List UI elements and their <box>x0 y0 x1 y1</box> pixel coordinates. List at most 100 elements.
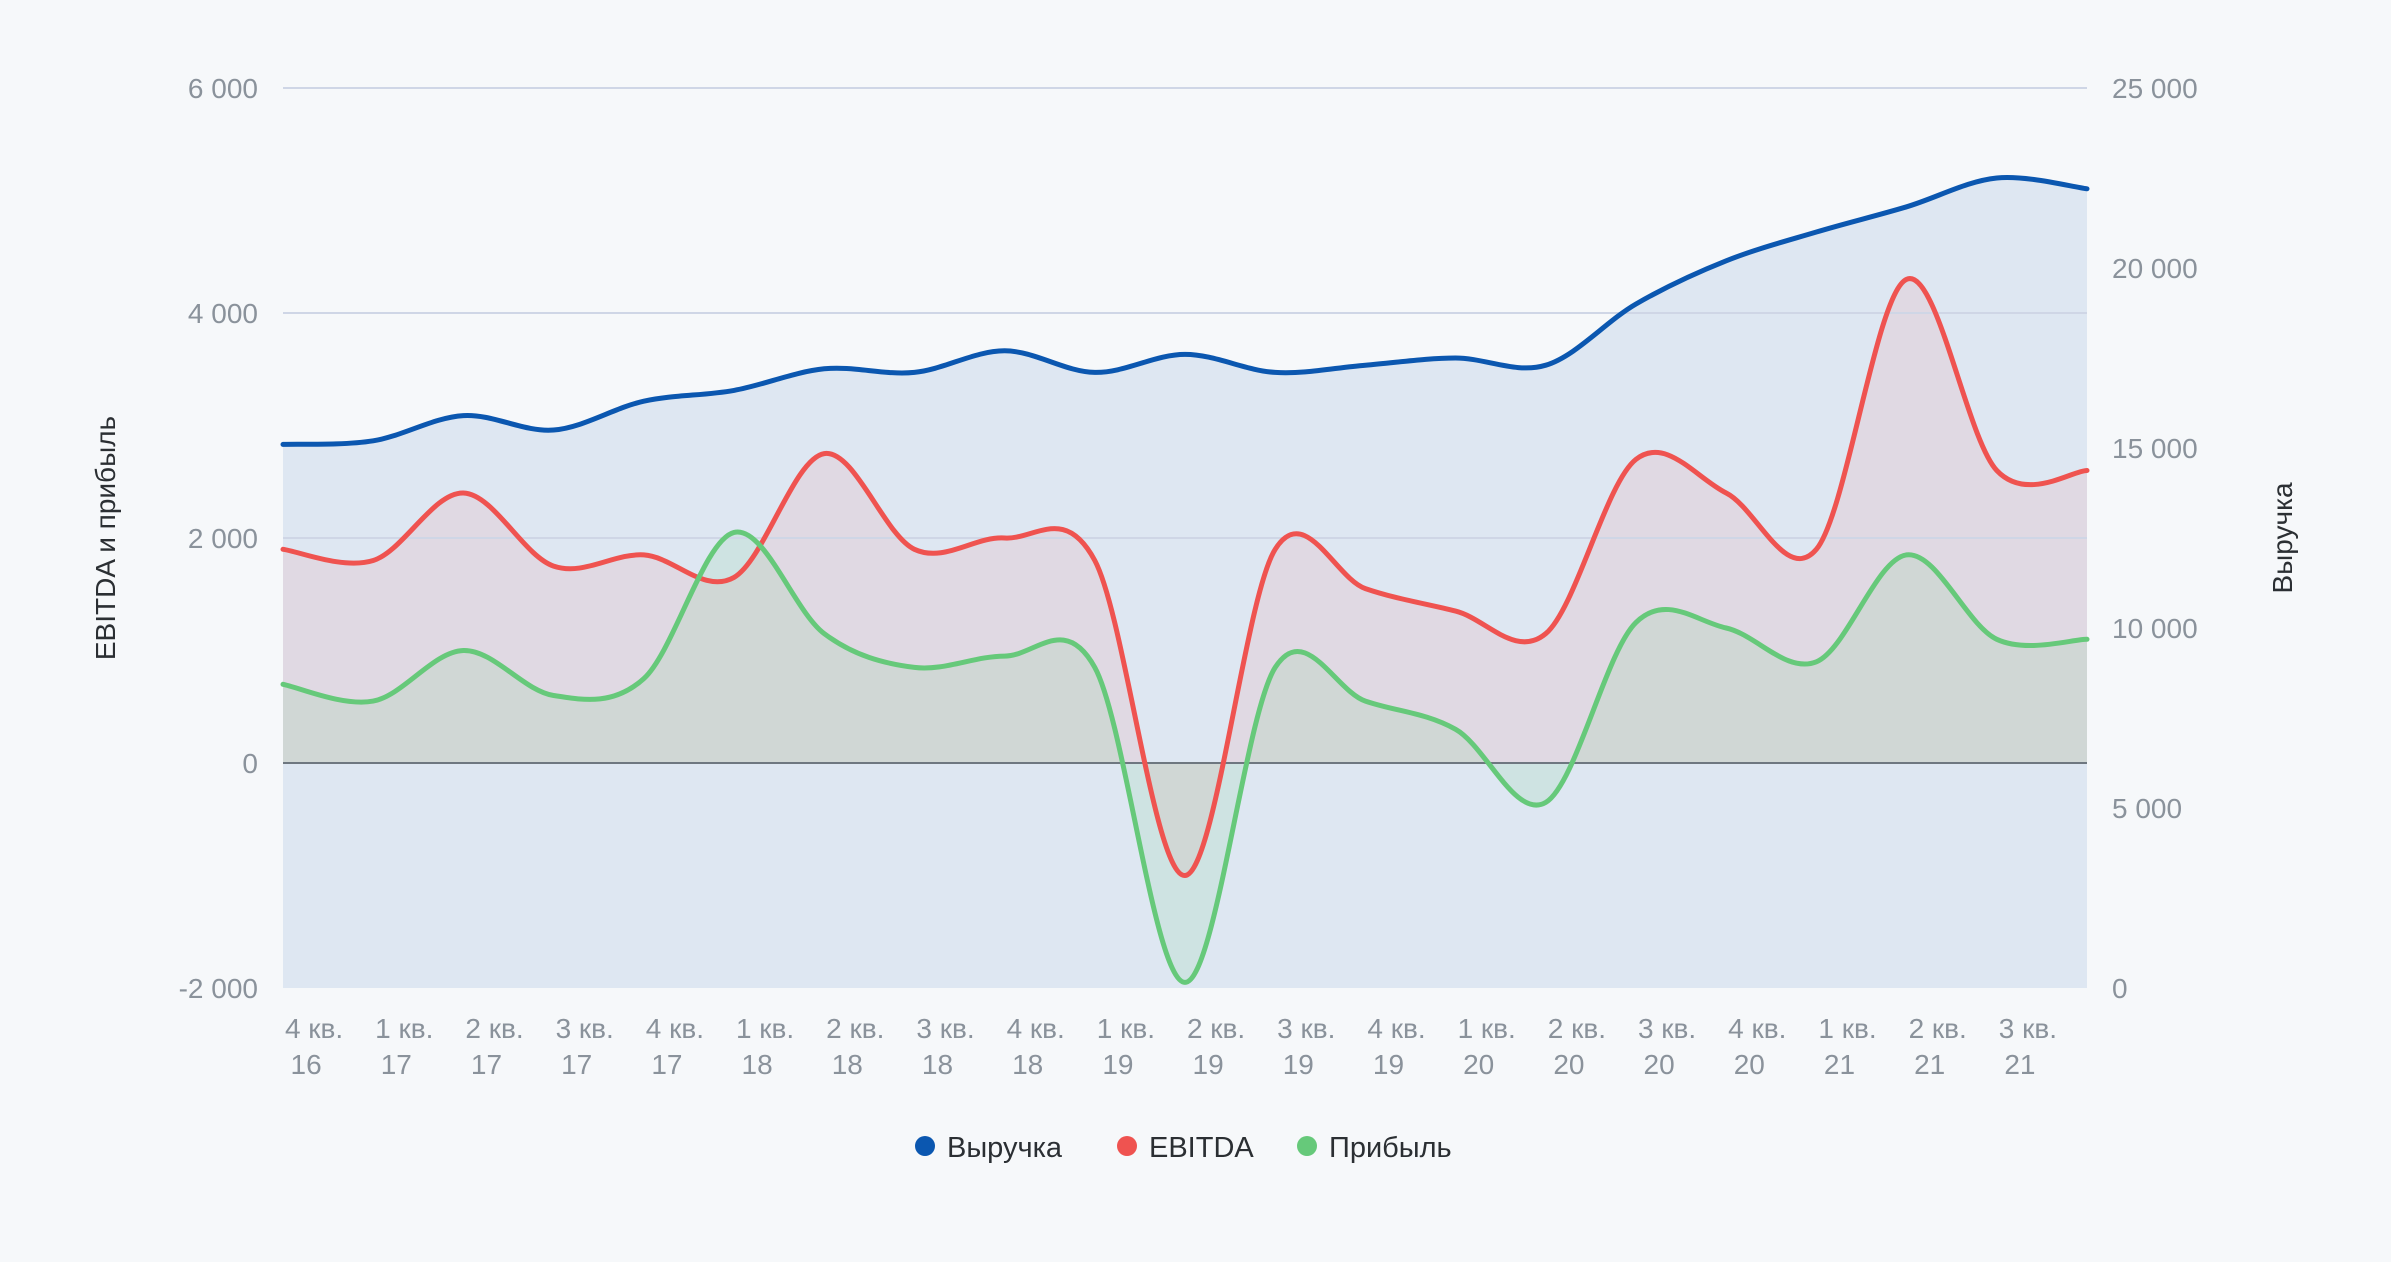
x-tick-label: 1 кв. 21 <box>1818 1013 1876 1080</box>
series-1-point <box>911 546 917 552</box>
x-tick-label: 2 кв. 19 <box>1187 1013 1245 1080</box>
series-1-point <box>2084 468 2090 474</box>
x-tick-label: 3 кв. 17 <box>556 1013 614 1080</box>
right-axis-ticks: 25 000 20 000 15 000 10 000 5 000 0 <box>2112 73 2198 1004</box>
series-2-point <box>2084 636 2090 642</box>
series-2-point <box>1453 726 1459 732</box>
series-2-point <box>1543 799 1549 805</box>
left-axis-title: EBITDA и прибыль <box>90 416 121 660</box>
series-1-point <box>551 563 557 569</box>
x-axis-ticks: 4 кв. 16 1 кв. 17 2 кв. 17 3 кв. 17 4 кв. 17 1 кв.… <box>285 1013 2057 1080</box>
series-1-point <box>1002 535 1008 541</box>
legend-label-0: Выручка <box>947 1132 1063 1164</box>
series-0-point <box>1813 229 1819 235</box>
x-tick-label: 4 кв. 18 <box>1007 1013 1065 1080</box>
right-tick-label: 5 000 <box>2112 793 2182 824</box>
series-2-point <box>1002 653 1008 659</box>
series-2-point <box>641 676 647 682</box>
series-1-point <box>280 546 286 552</box>
series-1-point <box>821 451 827 457</box>
left-tick-label: 6 000 <box>188 73 258 104</box>
x-tick-label: 2 кв. 18 <box>826 1013 884 1080</box>
series-2-point <box>460 648 466 654</box>
series-2-point <box>1633 619 1639 625</box>
series-0-line <box>280 175 2090 447</box>
series-2-point <box>1994 636 2000 642</box>
series-0-point <box>1633 301 1639 307</box>
right-axis-title: Выручка <box>2267 482 2298 594</box>
series-0-point <box>280 441 286 447</box>
series-0-point <box>1543 362 1549 368</box>
left-tick-label: 0 <box>242 748 258 779</box>
series-1-point <box>1994 468 2000 474</box>
x-tick-label: 2 кв. 17 <box>465 1013 523 1080</box>
legend-marker-0 <box>915 1136 935 1156</box>
series-0-point <box>551 427 557 433</box>
series-0-point <box>1182 351 1188 357</box>
x-tick-label: 3 кв. 21 <box>1999 1013 2057 1080</box>
series-1-point <box>731 574 737 580</box>
series-1-point <box>641 552 647 558</box>
x-tick-label: 4 кв. 17 <box>646 1013 704 1080</box>
right-tick-label: 10 000 <box>2112 613 2198 644</box>
left-tick-label: 2 000 <box>188 523 258 554</box>
series-0-point <box>1904 204 1910 210</box>
series-2-point <box>731 529 737 535</box>
series-2-point <box>1723 625 1729 631</box>
x-tick-label: 4 кв. 20 <box>1728 1013 1786 1080</box>
series-1-point <box>1092 558 1098 564</box>
legend-label-2: Прибыль <box>1329 1132 1452 1164</box>
series-0-point <box>1362 362 1368 368</box>
series-1-area <box>283 278 2087 876</box>
right-tick-label: 20 000 <box>2112 253 2198 284</box>
series-1-point <box>1813 546 1819 552</box>
series-2-point <box>551 693 557 699</box>
series-0-point <box>2084 186 2090 192</box>
legend-marker-1 <box>1117 1136 1137 1156</box>
series-0-point <box>370 438 376 444</box>
x-tick-label: 1 кв. 19 <box>1097 1013 1155 1080</box>
series-2-point <box>280 681 286 687</box>
x-tick-label: 2 кв. 20 <box>1548 1013 1606 1080</box>
x-tick-label: 4 кв. 16 <box>285 1013 343 1080</box>
series-1-point <box>460 490 466 496</box>
series-0-point <box>1002 348 1008 354</box>
series-1-point <box>1362 586 1368 592</box>
series-0-point <box>1994 175 2000 181</box>
series-1-point <box>1272 546 1278 552</box>
x-tick-label: 4 кв. 19 <box>1367 1013 1425 1080</box>
series-2-point <box>370 698 376 704</box>
left-axis-ticks: 6 000 4 000 2 000 0 -2 000 <box>179 73 258 1004</box>
series-1-line <box>280 276 2090 879</box>
x-tick-label: 1 кв. 17 <box>375 1013 433 1080</box>
left-tick-label: 4 000 <box>188 298 258 329</box>
x-tick-label: 1 кв. 18 <box>736 1013 794 1080</box>
x-tick-label: 2 кв. 21 <box>1909 1013 1967 1080</box>
series-2-point <box>911 664 917 670</box>
legend: Выручка EBITDA Прибыль <box>915 1132 1452 1164</box>
series-2-point <box>1092 664 1098 670</box>
series-2-point <box>1182 979 1188 985</box>
series-2-line <box>280 529 2090 985</box>
series-1-point <box>1904 276 1910 282</box>
series-0-point <box>911 369 917 375</box>
series-areas <box>283 177 2087 989</box>
series-2-point <box>821 631 827 637</box>
right-tick-label: 25 000 <box>2112 73 2198 104</box>
series-0-point <box>1092 369 1098 375</box>
series-0-point <box>1453 355 1459 361</box>
series-0-area <box>283 177 2087 989</box>
series-1-point <box>1453 608 1459 614</box>
x-tick-label: 3 кв. 19 <box>1277 1013 1335 1080</box>
right-tick-label: 15 000 <box>2112 433 2198 464</box>
x-tick-label: 1 кв. 20 <box>1458 1013 1516 1080</box>
series-2-point <box>1904 552 1910 558</box>
series-1-point <box>1543 631 1549 637</box>
series-2-point <box>1272 664 1278 670</box>
series-0-point <box>641 398 647 404</box>
series-0-point <box>1272 369 1278 375</box>
series-2-area <box>283 531 2087 983</box>
series-0-point <box>1723 258 1729 264</box>
